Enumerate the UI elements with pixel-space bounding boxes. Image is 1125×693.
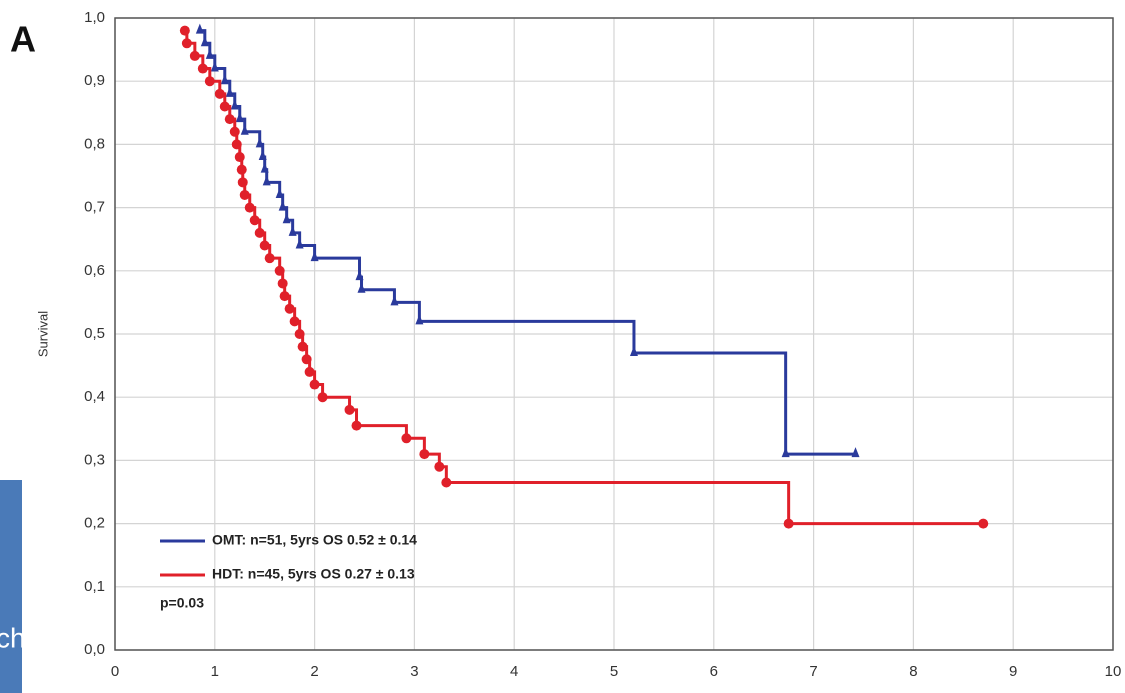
censor-marker bbox=[781, 447, 790, 458]
x-tick-label: 0 bbox=[111, 663, 119, 680]
censor-marker bbox=[415, 314, 424, 325]
plot-frame bbox=[114, 17, 1114, 651]
x-tick-label: 7 bbox=[809, 663, 817, 680]
censor-marker bbox=[236, 164, 247, 175]
censor-marker bbox=[390, 295, 399, 306]
x-tick-label: 2 bbox=[310, 663, 318, 680]
annotation: p=0.03 bbox=[160, 595, 204, 611]
y-tick-label: 0,8 bbox=[84, 135, 105, 152]
censor-marker bbox=[225, 86, 234, 97]
censor-marker bbox=[351, 420, 362, 431]
censor-marker bbox=[200, 36, 209, 47]
censor-marker bbox=[284, 303, 295, 314]
censor-marker bbox=[219, 101, 230, 112]
censor-marker bbox=[279, 291, 290, 302]
censor-marker bbox=[239, 189, 250, 200]
censor-marker bbox=[278, 200, 287, 211]
censor-marker bbox=[255, 137, 264, 148]
censor-marker bbox=[231, 139, 242, 150]
censor-marker bbox=[258, 150, 267, 161]
censor-marker bbox=[237, 177, 248, 188]
censor-marker bbox=[249, 215, 260, 226]
censor-marker bbox=[181, 38, 192, 49]
censor-marker bbox=[214, 88, 225, 99]
censor-marker bbox=[317, 392, 328, 403]
y-tick-label: 0,3 bbox=[84, 451, 105, 468]
censor-marker bbox=[189, 50, 200, 61]
censor-marker bbox=[220, 74, 229, 85]
censor-marker bbox=[978, 518, 989, 529]
censor-marker bbox=[277, 278, 288, 289]
censor-marker bbox=[264, 253, 275, 264]
x-tick-label: 1 bbox=[211, 663, 219, 680]
x-tick-label: 5 bbox=[610, 663, 618, 680]
censor-marker bbox=[304, 366, 315, 377]
censor-marker bbox=[309, 379, 320, 390]
censor-marker bbox=[301, 354, 312, 365]
censor-marker bbox=[229, 126, 240, 137]
censor-marker bbox=[783, 518, 794, 529]
y-tick-label: 0,7 bbox=[84, 199, 105, 216]
censor-marker bbox=[179, 25, 190, 36]
overlay-text: ch bbox=[0, 622, 26, 653]
y-tick-label: 0,9 bbox=[84, 72, 105, 89]
censor-marker bbox=[274, 265, 285, 276]
censor-marker bbox=[289, 316, 300, 327]
x-tick-label: 9 bbox=[1009, 663, 1017, 680]
survival-curve bbox=[184, 29, 984, 526]
censor-marker bbox=[244, 202, 255, 213]
censor-marker bbox=[441, 477, 452, 488]
y-tick-label: 0,0 bbox=[84, 641, 105, 658]
censor-marker bbox=[240, 124, 249, 135]
censor-marker bbox=[260, 162, 269, 173]
y-tick-label: 0,2 bbox=[84, 515, 105, 532]
censor-marker bbox=[259, 240, 270, 251]
y-tick-label: 0,6 bbox=[84, 262, 105, 279]
censor-marker bbox=[254, 227, 265, 238]
censor-marker bbox=[197, 63, 208, 74]
censor-marker bbox=[195, 23, 204, 34]
y-axis-label: Survival bbox=[35, 311, 50, 357]
censor-marker bbox=[310, 251, 319, 262]
y-tick-label: 1,0 bbox=[84, 9, 105, 26]
x-tick-label: 8 bbox=[909, 663, 917, 680]
y-tick-label: 0,4 bbox=[84, 388, 105, 405]
censor-marker bbox=[230, 99, 239, 110]
x-tick-label: 10 bbox=[1105, 663, 1122, 680]
censor-marker bbox=[629, 345, 638, 356]
censor-marker bbox=[344, 404, 355, 415]
censor-marker bbox=[294, 329, 305, 339]
legend-label: OMT: n=51, 5yrs OS 0.52 ± 0.14 bbox=[212, 532, 417, 548]
censor-marker bbox=[355, 270, 364, 281]
censor-marker bbox=[434, 461, 445, 472]
censor-marker bbox=[295, 238, 304, 249]
censor-marker bbox=[224, 114, 235, 125]
y-tick-label: 0,1 bbox=[84, 578, 105, 595]
censor-marker bbox=[851, 447, 860, 458]
panel-label: A bbox=[10, 19, 36, 60]
censor-marker bbox=[297, 341, 308, 352]
censor-marker bbox=[282, 213, 291, 224]
censor-marker bbox=[204, 76, 215, 87]
censor-marker bbox=[288, 225, 297, 236]
censor-marker bbox=[210, 61, 219, 72]
legend-label: HDT: n=45, 5yrs OS 0.27 ± 0.13 bbox=[212, 566, 415, 582]
censor-marker bbox=[419, 449, 430, 460]
censor-marker bbox=[234, 152, 245, 163]
censor-marker bbox=[205, 48, 214, 59]
x-tick-label: 6 bbox=[710, 663, 718, 680]
censor-marker bbox=[275, 187, 284, 198]
censor-marker bbox=[235, 112, 244, 123]
x-tick-label: 3 bbox=[410, 663, 418, 680]
censor-marker bbox=[357, 282, 366, 293]
overlay-box bbox=[0, 480, 22, 693]
censor-marker bbox=[262, 175, 271, 186]
y-tick-label: 0,5 bbox=[84, 325, 105, 342]
x-tick-label: 4 bbox=[510, 663, 518, 680]
censor-marker bbox=[401, 433, 412, 444]
